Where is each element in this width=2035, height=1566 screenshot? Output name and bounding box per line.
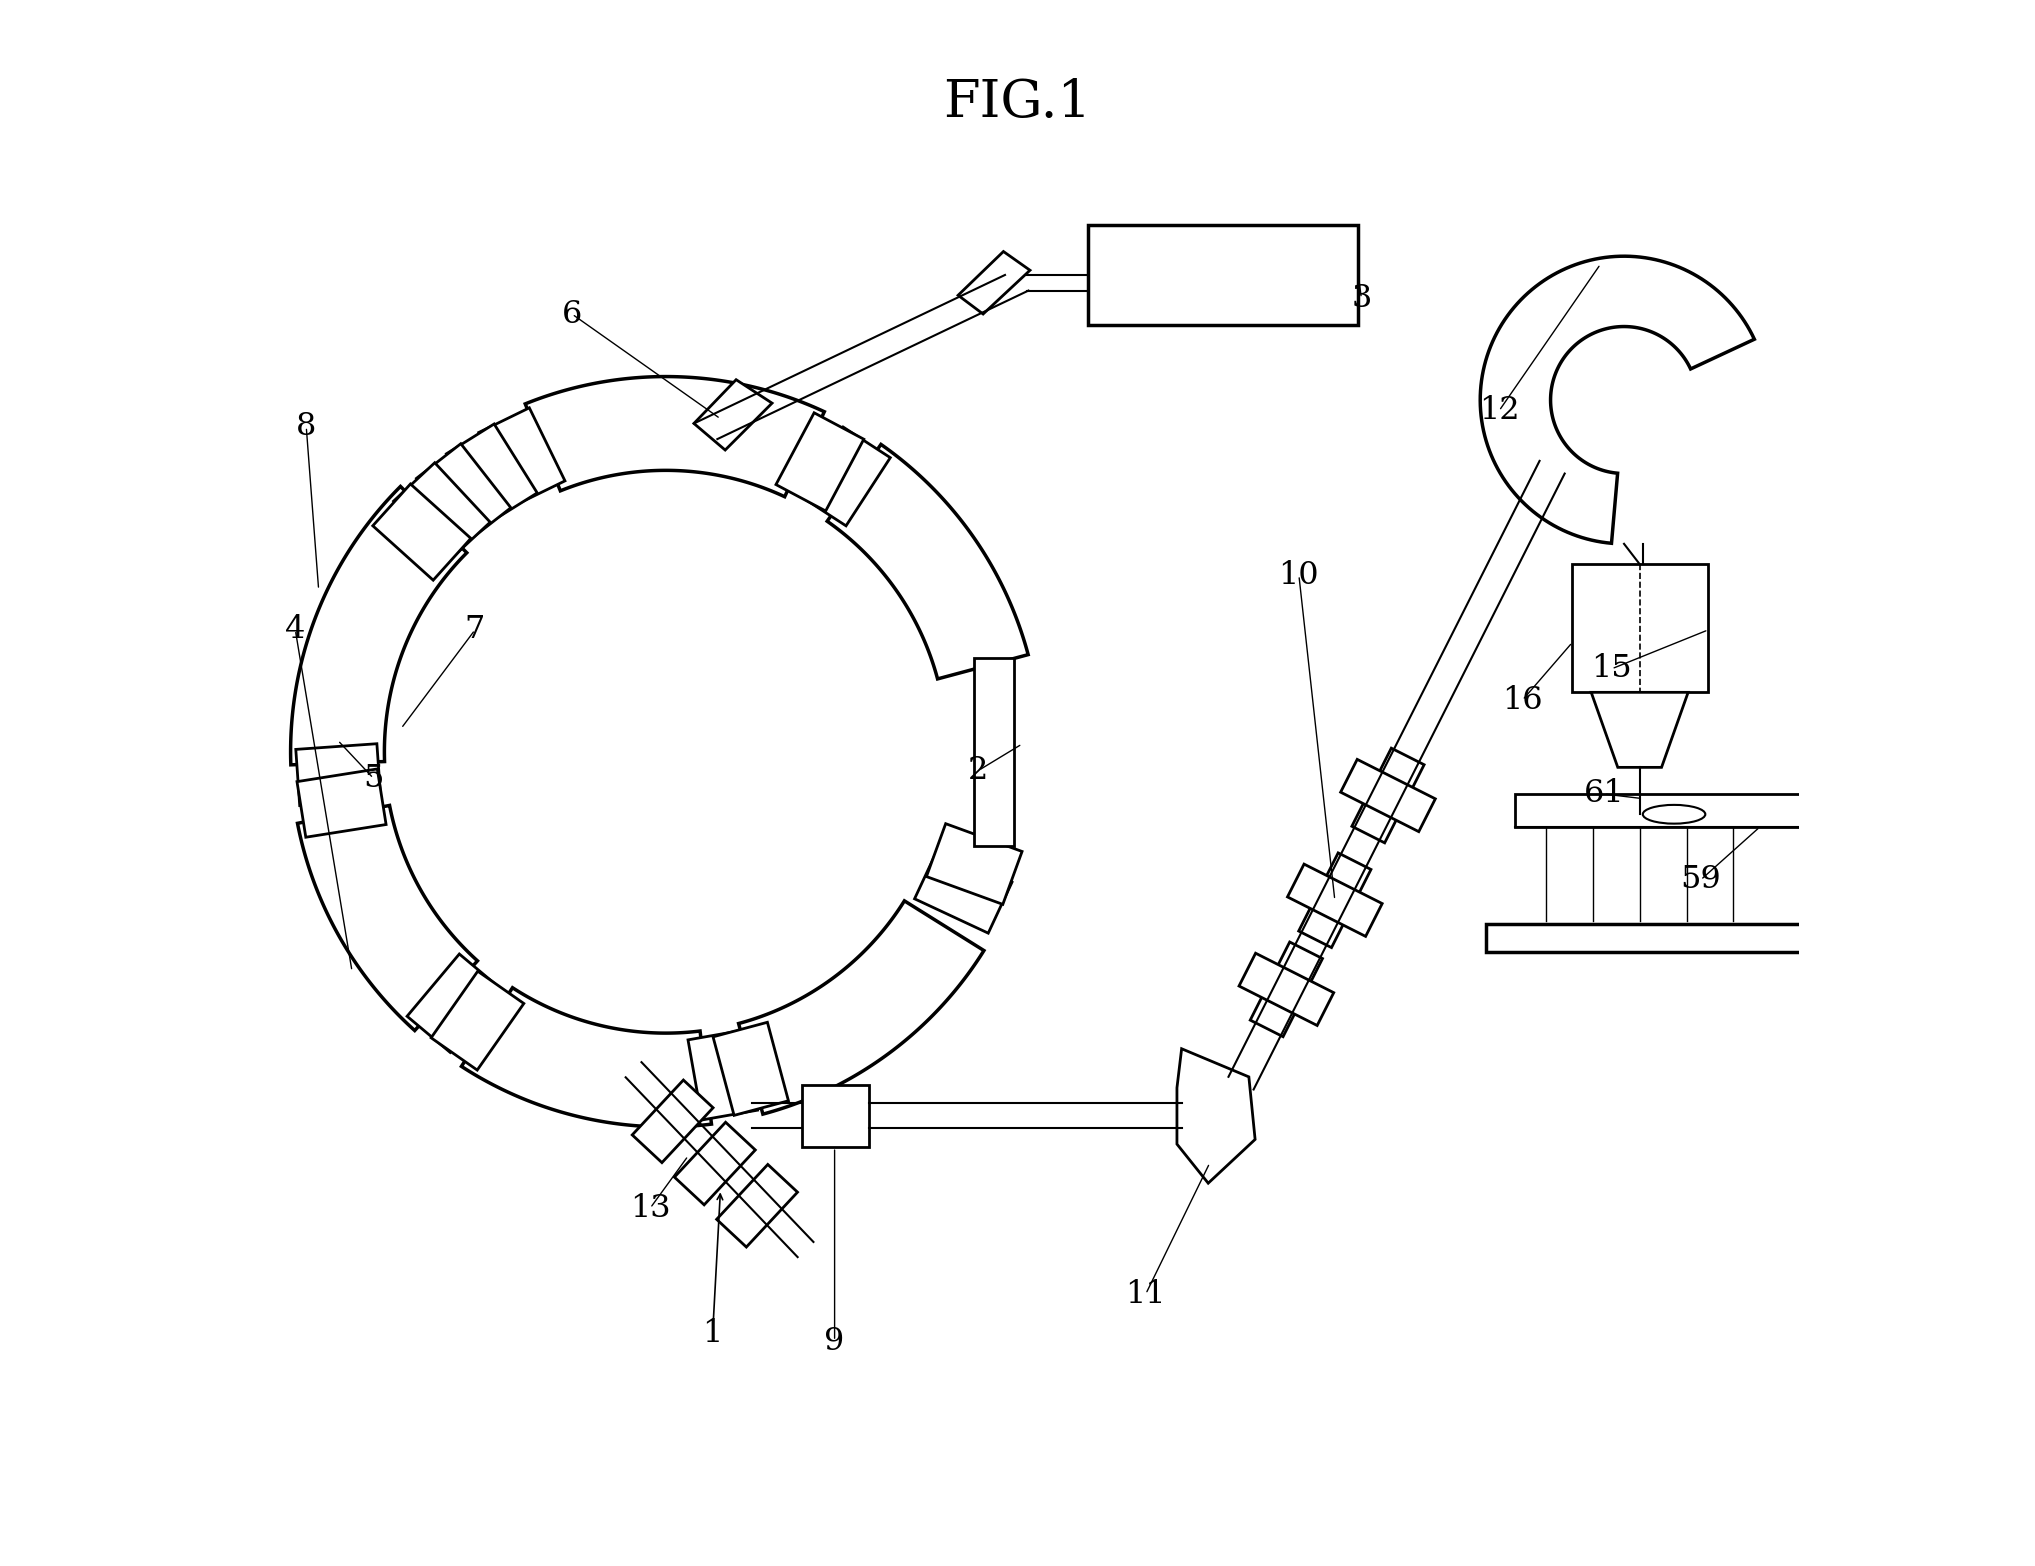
Polygon shape bbox=[1239, 954, 1333, 1026]
Polygon shape bbox=[716, 1165, 798, 1247]
Text: 15: 15 bbox=[1591, 653, 1632, 684]
Polygon shape bbox=[633, 1081, 712, 1162]
Polygon shape bbox=[1514, 794, 1803, 827]
Polygon shape bbox=[393, 462, 490, 561]
Text: 1: 1 bbox=[702, 1317, 722, 1348]
Text: 59: 59 bbox=[1681, 864, 1722, 896]
Text: 2: 2 bbox=[969, 755, 989, 786]
Polygon shape bbox=[688, 1030, 757, 1120]
Polygon shape bbox=[462, 988, 712, 1128]
Polygon shape bbox=[446, 424, 537, 523]
Text: FIG.1: FIG.1 bbox=[944, 77, 1091, 128]
Text: 12: 12 bbox=[1479, 396, 1520, 426]
Polygon shape bbox=[674, 1123, 755, 1204]
Polygon shape bbox=[525, 376, 824, 496]
Polygon shape bbox=[739, 900, 985, 1113]
Text: 6: 6 bbox=[562, 299, 582, 329]
Text: 10: 10 bbox=[1278, 559, 1319, 590]
Polygon shape bbox=[926, 824, 1022, 904]
Polygon shape bbox=[417, 443, 511, 542]
Polygon shape bbox=[1341, 760, 1435, 832]
Text: 3: 3 bbox=[1351, 283, 1372, 313]
Polygon shape bbox=[802, 1085, 869, 1148]
Polygon shape bbox=[1573, 564, 1709, 692]
Polygon shape bbox=[712, 1023, 788, 1115]
Polygon shape bbox=[431, 971, 523, 1070]
Text: 61: 61 bbox=[1583, 778, 1624, 810]
Polygon shape bbox=[1486, 924, 1807, 952]
Text: 11: 11 bbox=[1125, 1279, 1166, 1309]
Polygon shape bbox=[297, 769, 387, 838]
Text: 7: 7 bbox=[464, 614, 484, 645]
Polygon shape bbox=[1288, 864, 1382, 936]
Text: 16: 16 bbox=[1502, 684, 1543, 716]
Polygon shape bbox=[372, 484, 470, 579]
Polygon shape bbox=[694, 379, 771, 449]
Polygon shape bbox=[407, 954, 503, 1052]
Polygon shape bbox=[297, 805, 478, 1030]
Polygon shape bbox=[775, 413, 863, 511]
Polygon shape bbox=[1479, 257, 1754, 543]
Polygon shape bbox=[1089, 226, 1357, 326]
Polygon shape bbox=[1591, 692, 1689, 767]
Text: 9: 9 bbox=[824, 1325, 845, 1356]
Polygon shape bbox=[1298, 853, 1372, 947]
Text: 4: 4 bbox=[285, 614, 305, 645]
Text: 5: 5 bbox=[362, 763, 385, 794]
Polygon shape bbox=[800, 428, 889, 526]
Polygon shape bbox=[973, 658, 1013, 846]
Text: 8: 8 bbox=[295, 412, 315, 442]
Polygon shape bbox=[291, 487, 466, 764]
Polygon shape bbox=[958, 252, 1030, 315]
Ellipse shape bbox=[1642, 805, 1705, 824]
Polygon shape bbox=[914, 847, 1011, 933]
Polygon shape bbox=[1351, 749, 1424, 843]
Text: 13: 13 bbox=[629, 1193, 670, 1223]
Polygon shape bbox=[478, 407, 566, 506]
Polygon shape bbox=[1176, 1049, 1256, 1184]
Polygon shape bbox=[295, 744, 381, 805]
Polygon shape bbox=[1249, 943, 1323, 1037]
Polygon shape bbox=[826, 445, 1028, 680]
